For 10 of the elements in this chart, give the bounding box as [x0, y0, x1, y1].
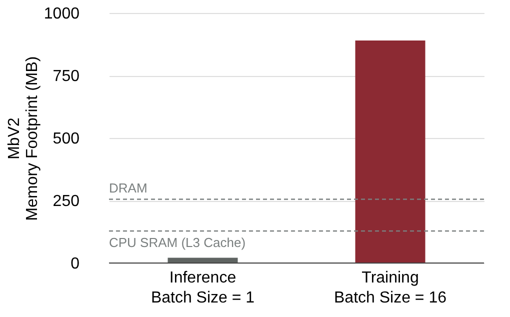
y-tick-label: 1000 [44, 6, 80, 22]
ref-line-label: DRAM [109, 180, 148, 196]
x-tick-label: Inference Batch Size = 1 [150, 270, 255, 306]
y-axis-title: MbV2 Memory Footprint (MB) [6, 56, 41, 221]
ref-line-label: CPU SRAM (L3 Cache) [109, 235, 246, 250]
y-tick-label: 0 [70, 256, 80, 272]
y-tick-label: 250 [52, 193, 80, 210]
y-tick-label: 750 [52, 68, 80, 85]
x-tick-label: Training Batch Size = 16 [334, 270, 447, 306]
y-tick-label: 500 [52, 130, 80, 148]
